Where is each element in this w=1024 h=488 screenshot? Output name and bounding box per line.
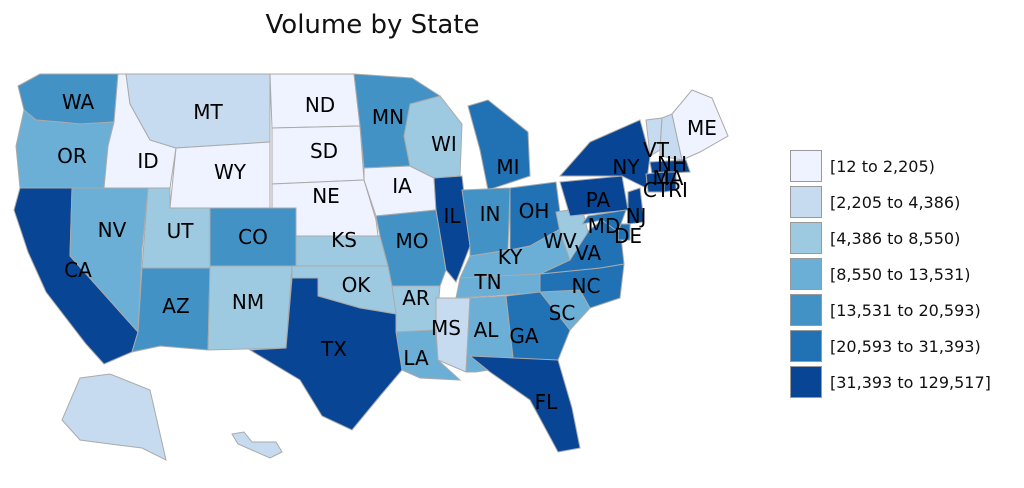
state-nj — [627, 187, 645, 225]
legend-label: [20,593 to 31,393) — [830, 336, 981, 356]
state-label-md: MD — [588, 214, 621, 238]
state-mi — [467, 99, 531, 191]
state-label-tn: TN — [473, 270, 501, 294]
state-label-me: ME — [687, 116, 717, 140]
state-label-mn: MN — [372, 105, 404, 129]
legend-label: [31,393 to 129,517] — [830, 372, 991, 392]
legend-item: [4,386 to 8,550) — [790, 220, 991, 256]
state-nv — [69, 187, 149, 334]
state-label-sc: SC — [549, 301, 576, 325]
state-label-or: OR — [57, 144, 87, 168]
state-label-nj: NJ — [626, 204, 647, 228]
state-label-wy: WY — [214, 160, 247, 184]
state-label-ri: RI — [668, 178, 688, 202]
map-title: Volume by State — [265, 10, 480, 40]
state-label-ms: MS — [431, 316, 461, 340]
legend-label: [12 to 2,205) — [830, 156, 935, 176]
state-label-wv: WV — [543, 229, 577, 253]
state-label-pa: PA — [586, 188, 611, 212]
state-label-sd: SD — [310, 139, 338, 163]
legend-item: [12 to 2,205) — [790, 148, 991, 184]
state-de — [617, 223, 631, 241]
state-label-de: DE — [614, 224, 642, 248]
state-label-id: ID — [137, 149, 158, 173]
state-label-in: IN — [480, 202, 501, 226]
state-label-ar: AR — [402, 286, 430, 310]
state-label-wi: WI — [431, 132, 457, 156]
state-label-nc: NC — [572, 274, 601, 298]
state-ri — [663, 171, 677, 193]
state-label-ct: CT — [643, 178, 670, 202]
state-label-ky: KY — [498, 245, 523, 269]
state-label-ut: UT — [167, 219, 195, 243]
legend-swatch — [790, 186, 822, 218]
state-label-az: AZ — [162, 294, 189, 318]
legend-item: [2,205 to 4,386) — [790, 184, 991, 220]
state-label-ma: MA — [653, 166, 684, 190]
state-label-ok: OK — [342, 273, 372, 297]
state-label-la: LA — [403, 346, 429, 370]
legend-swatch — [790, 258, 822, 290]
legend: [12 to 2,205) [2,205 to 4,386) [4,386 to 8… — [790, 148, 991, 400]
legend-swatch — [790, 330, 822, 362]
state-ma — [649, 159, 691, 175]
state-ak — [61, 373, 167, 461]
state-fl — [468, 355, 581, 453]
state-label-nh: NH — [657, 152, 687, 176]
state-label-va: VA — [575, 241, 601, 265]
state-nh — [659, 113, 683, 161]
legend-swatch — [790, 294, 822, 326]
legend-item: [8,550 to 13,531) — [790, 256, 991, 292]
state-label-wa: WA — [62, 90, 95, 114]
legend-swatch — [790, 150, 822, 182]
legend-item: [20,593 to 31,393) — [790, 328, 991, 364]
legend-item: [13,531 to 20,593) — [790, 292, 991, 328]
state-ms — [435, 297, 471, 373]
state-label-tx: TX — [320, 337, 347, 361]
us-choropleth-map: WA OR CA ID NV MT WY UT AZ CO NM ND SD NE KS OK TX MN IA MO… — [13, 73, 729, 461]
state-label-nv: NV — [98, 218, 127, 242]
state-label-nm: NM — [232, 290, 264, 314]
state-label-oh: OH — [519, 199, 550, 223]
state-label-ia: IA — [392, 174, 412, 198]
state-label-ga: GA — [509, 324, 538, 348]
state-label-ks: KS — [331, 228, 357, 252]
legend-swatch — [790, 366, 822, 398]
legend-label: [13,531 to 20,593) — [830, 300, 981, 320]
state-label-al: AL — [474, 318, 500, 342]
state-label-mi: MI — [496, 155, 519, 179]
state-il — [433, 175, 471, 283]
state-label-mt: MT — [193, 100, 223, 124]
state-label-fl: FL — [535, 390, 559, 414]
state-label-mo: MO — [396, 229, 429, 253]
state-label-vt: VT — [643, 138, 670, 162]
state-label-ca: CA — [64, 258, 92, 282]
legend-label: [8,550 to 13,531) — [830, 264, 971, 284]
state-label-il: IL — [443, 204, 461, 228]
legend-label: [2,205 to 4,386) — [830, 192, 961, 212]
state-md — [580, 209, 627, 233]
state-label-ny: NY — [612, 155, 640, 179]
state-label-ne: NE — [312, 184, 340, 208]
legend-swatch — [790, 222, 822, 254]
state-tx — [248, 277, 403, 431]
legend-label: [4,386 to 8,550) — [830, 228, 961, 248]
state-hi — [231, 431, 283, 459]
legend-item: [31,393 to 129,517] — [790, 364, 991, 400]
state-label-co: CO — [238, 225, 268, 249]
state-label-nd: ND — [305, 93, 335, 117]
